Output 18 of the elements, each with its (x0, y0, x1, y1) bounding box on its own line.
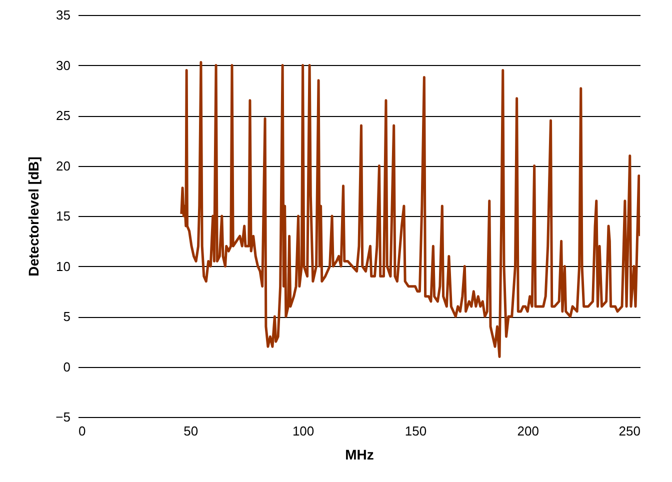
y-axis-title: Detectorlevel [dB] (26, 156, 42, 276)
y-tick-label: 10 (56, 258, 70, 274)
y-tick-label: 35 (56, 8, 70, 22)
x-tick-label: 0 (78, 424, 86, 438)
x-tick-label: 200 (517, 424, 539, 438)
x-tick-label: 250 (618, 424, 640, 438)
y-tick-label: 30 (56, 58, 70, 73)
y-tick-label: 5 (63, 309, 70, 324)
line-series (180, 60, 640, 358)
y-tick-label: 25 (56, 108, 70, 123)
x-tick-label: 100 (292, 424, 314, 438)
y-tick-label: 20 (56, 158, 70, 174)
y-tick-label: 0 (63, 359, 70, 374)
x-axis-title: MHz (345, 446, 374, 462)
x-tick-label: 50 (184, 424, 198, 438)
x-tick-label: 150 (404, 424, 427, 438)
y-tick-label: 15 (56, 208, 70, 224)
y-tick-label: −5 (56, 410, 70, 424)
